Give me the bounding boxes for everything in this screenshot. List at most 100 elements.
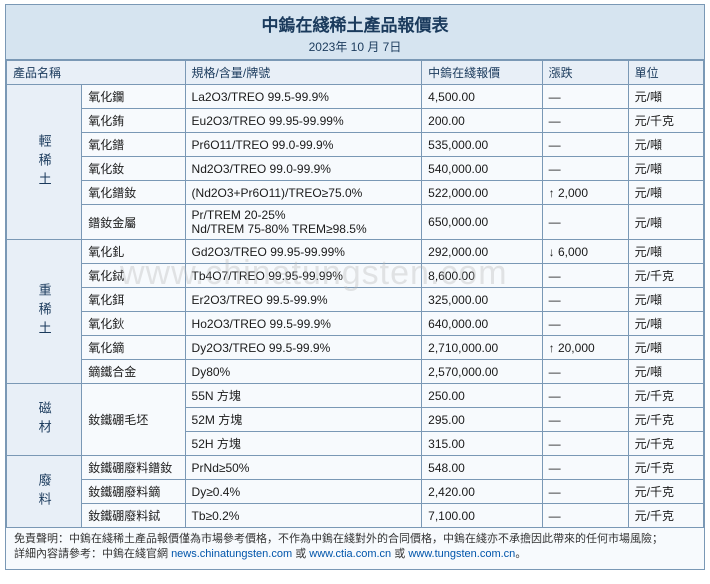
product-unit: 元/噸 (628, 336, 703, 360)
product-unit: 元/噸 (628, 288, 703, 312)
product-spec: Tb≥0.2% (185, 504, 422, 528)
product-price: 2,570,000.00 (422, 360, 542, 384)
product-change: — (542, 109, 628, 133)
product-price: 200.00 (422, 109, 542, 133)
product-name: 釹鐵硼毛坯 (82, 384, 185, 456)
footer-link-2[interactable]: www.ctia.com.cn (309, 548, 391, 560)
product-spec: Nd2O3/TREO 99.0-99.9% (185, 157, 422, 181)
category-cell: 廢料 (7, 456, 82, 528)
table-row: 氧化銪Eu2O3/TREO 99.95-99.99%200.00—元/千克 (7, 109, 704, 133)
product-name: 氧化鋱 (82, 264, 185, 288)
product-unit: 元/千克 (628, 264, 703, 288)
product-unit: 元/噸 (628, 133, 703, 157)
table-row: 氧化釹Nd2O3/TREO 99.0-99.9%540,000.00—元/噸 (7, 157, 704, 181)
product-spec: 52H 方塊 (185, 432, 422, 456)
product-change: — (542, 85, 628, 109)
category-cell: 重稀土 (7, 240, 82, 384)
product-unit: 元/噸 (628, 360, 703, 384)
product-unit: 元/千克 (628, 432, 703, 456)
product-price: 8,600.00 (422, 264, 542, 288)
product-name: 氧化鉺 (82, 288, 185, 312)
product-unit: 元/噸 (628, 181, 703, 205)
product-price: 7,100.00 (422, 504, 542, 528)
product-price: 2,710,000.00 (422, 336, 542, 360)
product-unit: 元/千克 (628, 456, 703, 480)
product-change: — (542, 360, 628, 384)
product-change: — (542, 157, 628, 181)
table-row: 輕稀土氧化鑭La2O3/TREO 99.5-99.9%4,500.00—元/噸 (7, 85, 704, 109)
product-unit: 元/噸 (628, 157, 703, 181)
detail-label: 詳細內容請參考： (14, 548, 102, 560)
product-price: 548.00 (422, 456, 542, 480)
product-name: 氧化鈥 (82, 312, 185, 336)
table-date: 2023年 10 月 7日 (6, 36, 704, 57)
product-price: 535,000.00 (422, 133, 542, 157)
product-change: — (542, 480, 628, 504)
product-price: 4,500.00 (422, 85, 542, 109)
product-spec: Eu2O3/TREO 99.95-99.99% (185, 109, 422, 133)
product-change: — (542, 288, 628, 312)
product-change: — (542, 432, 628, 456)
product-price: 292,000.00 (422, 240, 542, 264)
footer-link-3[interactable]: www.tungsten.com.cn (408, 548, 515, 560)
col-change: 漲跌 (542, 61, 628, 85)
product-unit: 元/千克 (628, 480, 703, 504)
product-change: ↑ 20,000 (542, 336, 628, 360)
table-row: 氧化鐠Pr6O11/TREO 99.0-99.9%535,000.00—元/噸 (7, 133, 704, 157)
product-unit: 元/千克 (628, 504, 703, 528)
product-name: 氧化鏑 (82, 336, 185, 360)
product-name: 氧化釹 (82, 157, 185, 181)
table-row: 氧化鐠釹(Nd2O3+Pr6O11)/TREO≥75.0%522,000.00↑… (7, 181, 704, 205)
product-price: 650,000.00 (422, 205, 542, 240)
category-cell: 輕稀土 (7, 85, 82, 240)
table-row: 釹鐵硼廢料鋱Tb≥0.2%7,100.00—元/千克 (7, 504, 704, 528)
product-spec: 55N 方塊 (185, 384, 422, 408)
product-price: 250.00 (422, 384, 542, 408)
table-row: 廢料釹鐵硼廢料鐠釹PrNd≥50%548.00—元/千克 (7, 456, 704, 480)
product-unit: 元/噸 (628, 312, 703, 336)
product-spec: Gd2O3/TREO 99.95-99.99% (185, 240, 422, 264)
product-price: 325,000.00 (422, 288, 542, 312)
product-change: — (542, 504, 628, 528)
product-price: 540,000.00 (422, 157, 542, 181)
product-change: — (542, 384, 628, 408)
detail-text: 中鎢在綫官網 (102, 548, 171, 560)
header-row: 產品名稱 規格/含量/牌號 中鎢在綫報價 漲跌 單位 (7, 61, 704, 85)
table-row: 氧化鋱Tb4O7/TREO 99.95-99.99%8,600.00—元/千克 (7, 264, 704, 288)
product-unit: 元/千克 (628, 384, 703, 408)
table-title: 中鎢在綫稀土產品報價表 (6, 11, 704, 36)
product-change: — (542, 205, 628, 240)
product-change: — (542, 133, 628, 157)
footer: 免責聲明：中鎢在綫稀土產品報價僅為市場參考價格，不作為中鎢在綫對外的合同價格，中… (6, 528, 704, 569)
table-row: 氧化鈥Ho2O3/TREO 99.5-99.9%640,000.00—元/噸 (7, 312, 704, 336)
table-row: 鏑鐵合金Dy80%2,570,000.00—元/噸 (7, 360, 704, 384)
product-price: 315.00 (422, 432, 542, 456)
col-price: 中鎢在綫報價 (422, 61, 542, 85)
table-row: 氧化鏑Dy2O3/TREO 99.5-99.9%2,710,000.00↑ 20… (7, 336, 704, 360)
product-change: — (542, 264, 628, 288)
table-row: 氧化鉺Er2O3/TREO 99.5-99.9%325,000.00—元/噸 (7, 288, 704, 312)
product-unit: 元/千克 (628, 109, 703, 133)
product-change: — (542, 312, 628, 336)
disclaimer-label: 免責聲明： (14, 533, 69, 545)
product-name: 釹鐵硼廢料鋱 (82, 504, 185, 528)
product-price: 522,000.00 (422, 181, 542, 205)
product-name: 鐠釹金屬 (82, 205, 185, 240)
product-change: ↑ 2,000 (542, 181, 628, 205)
col-name: 產品名稱 (7, 61, 186, 85)
product-spec: La2O3/TREO 99.5-99.9% (185, 85, 422, 109)
product-name: 釹鐵硼廢料鐠釹 (82, 456, 185, 480)
product-spec: Pr6O11/TREO 99.0-99.9% (185, 133, 422, 157)
table-row: 重稀土氧化釓Gd2O3/TREO 99.95-99.99%292,000.00↓… (7, 240, 704, 264)
product-spec: (Nd2O3+Pr6O11)/TREO≥75.0% (185, 181, 422, 205)
product-name: 氧化釓 (82, 240, 185, 264)
product-spec: Er2O3/TREO 99.5-99.9% (185, 288, 422, 312)
product-spec: Dy80% (185, 360, 422, 384)
product-unit: 元/噸 (628, 240, 703, 264)
footer-link-1[interactable]: news.chinatungsten.com (171, 548, 292, 560)
product-price: 2,420.00 (422, 480, 542, 504)
col-spec: 規格/含量/牌號 (185, 61, 422, 85)
table-row: 鐠釹金屬Pr/TREM 20-25%Nd/TREM 75-80% TREM≥98… (7, 205, 704, 240)
category-cell: 磁材 (7, 384, 82, 456)
price-table-container: 中鎢在綫稀土產品報價表 2023年 10 月 7日 產品名稱 規格/含量/牌號 … (5, 4, 705, 570)
